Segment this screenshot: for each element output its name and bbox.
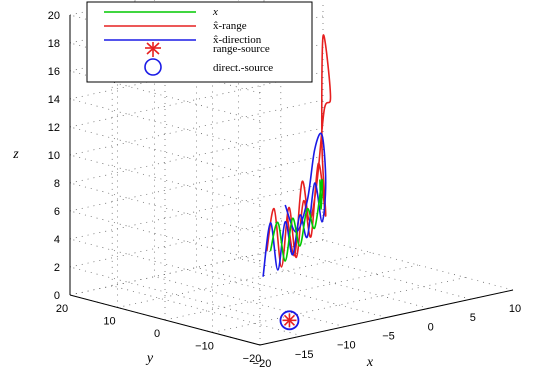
- axis-line: [259, 289, 514, 346]
- grid-line: [196, 267, 387, 318]
- z-tick-label: 8: [54, 178, 60, 190]
- x-tick-label: 0: [428, 321, 434, 333]
- x-tick-label: −10: [337, 340, 356, 352]
- grid-line: [69, 238, 261, 290]
- grid-line: [154, 276, 345, 328]
- y-tick-label: 0: [154, 328, 160, 340]
- z-tick-label: 0: [54, 290, 60, 302]
- x-tick-label: −5: [382, 331, 395, 343]
- legend-label-direction: x̂-direction: [213, 34, 262, 46]
- grid-line: [69, 98, 261, 150]
- grid-line: [69, 182, 261, 234]
- z-tick-label: 14: [48, 94, 60, 106]
- legend-circle-icon: [144, 58, 162, 76]
- x-axis-label: x: [366, 355, 374, 370]
- legend: x x̂-range x̂-direction range-source dir…: [86, 1, 313, 83]
- grid-line: [69, 266, 261, 318]
- legend-label-direct-source: direct.-source: [213, 62, 273, 74]
- y-tick-label: 20: [56, 303, 68, 315]
- legend-label-range: x̂-range: [213, 20, 247, 32]
- x-tick-label: −20: [253, 358, 272, 370]
- grid-line: [280, 248, 471, 300]
- trajectory-curves: [262, 34, 332, 277]
- y-tick-label: −20: [243, 353, 262, 365]
- z-tick-label: 10: [48, 150, 60, 162]
- x-tick-label: −15: [295, 349, 314, 361]
- z-tick-label: 16: [48, 66, 60, 78]
- x-tick-label: 10: [509, 303, 521, 315]
- axes-box: [69, 15, 514, 346]
- grid-line: [117, 252, 371, 308]
- legend-label-x: x: [212, 6, 218, 18]
- grid-line: [69, 127, 324, 184]
- marker-direct-source: [279, 310, 300, 331]
- y-axis-label: y: [145, 351, 154, 366]
- tick-labels: −20−15−10−50510−20−100102002468101214161…: [48, 10, 521, 370]
- z-tick-label: 2: [54, 262, 60, 274]
- source-markers: [279, 310, 300, 331]
- series-line-2: [262, 132, 327, 277]
- legend-label-range-source: range-source: [213, 43, 270, 55]
- z-tick-label: 20: [48, 10, 60, 22]
- series-line-0: [269, 178, 324, 262]
- y-tick-label: 10: [103, 316, 115, 328]
- z-tick-label: 4: [54, 234, 60, 246]
- z-axis-label: z: [12, 147, 19, 162]
- z-tick-label: 12: [48, 122, 60, 134]
- axis-line: [69, 294, 261, 346]
- z-tick-label: 6: [54, 206, 60, 218]
- marker-range-source: [282, 313, 297, 328]
- legend-box: [86, 1, 313, 83]
- x-tick-label: 5: [470, 312, 476, 324]
- z-tick-label: 18: [48, 38, 60, 50]
- legend-asterisk-icon: [145, 42, 161, 57]
- grid-line: [112, 285, 303, 337]
- grid-line: [238, 257, 429, 309]
- y-tick-label: −10: [195, 341, 214, 353]
- grid-line: [69, 154, 261, 206]
